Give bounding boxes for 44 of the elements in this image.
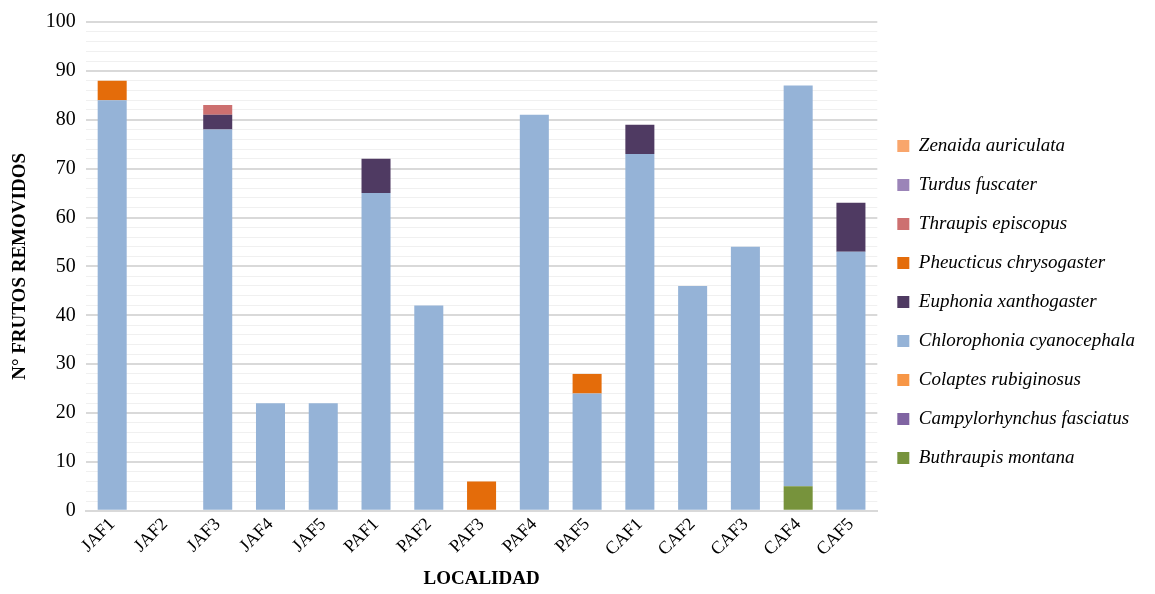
legend-label: Thraupis episcopus <box>918 212 1068 233</box>
legend-label: Euphonia xanthogaster <box>917 290 1098 311</box>
y-tick-label: 100 <box>45 9 76 32</box>
bar <box>203 105 233 115</box>
legend-label: Buthraupis montana <box>918 446 1075 467</box>
bar <box>308 403 338 510</box>
bar <box>97 80 127 101</box>
bar <box>361 193 391 510</box>
bar <box>572 373 602 394</box>
bar <box>361 158 391 194</box>
bar <box>203 114 233 130</box>
legend-label: Zenaida auriculata <box>918 134 1066 155</box>
y-tick-label: 0 <box>65 498 76 521</box>
bar <box>730 246 760 510</box>
y-tick-label: 60 <box>55 204 76 227</box>
bar <box>572 393 602 510</box>
y-tick-label: 20 <box>55 400 76 423</box>
x-axis-title: LOCALIDAD <box>423 566 540 588</box>
legend-label: Campylorhynchus fasciatus <box>918 407 1130 428</box>
bar <box>414 305 444 510</box>
bar <box>783 486 813 510</box>
bar <box>519 114 549 510</box>
y-tick-label: 30 <box>55 351 76 374</box>
y-tick-label: 80 <box>55 107 76 130</box>
bar <box>97 100 127 510</box>
legend-label: Chlorophonia cyanocephala <box>918 329 1136 350</box>
bar <box>203 129 233 510</box>
y-tick-label: 70 <box>55 155 76 178</box>
bar <box>836 251 866 510</box>
bar <box>625 124 655 154</box>
bar <box>836 202 866 252</box>
y-tick-label: 50 <box>55 253 76 276</box>
bar <box>783 85 813 487</box>
y-axis-title: N° FRUTOS REMOVIDOS <box>8 152 30 380</box>
y-tick-label: 10 <box>55 449 76 472</box>
legend-label: Turdus fuscater <box>918 173 1038 194</box>
legend-label: Pheucticus chrysogaster <box>917 251 1106 272</box>
bar <box>678 285 708 510</box>
legend-label: Colaptes rubiginosus <box>918 368 1081 389</box>
bar <box>625 153 655 510</box>
y-tick-label: 90 <box>55 58 76 81</box>
bar <box>255 403 285 510</box>
y-tick-label: 40 <box>55 302 76 325</box>
bar <box>467 481 497 510</box>
